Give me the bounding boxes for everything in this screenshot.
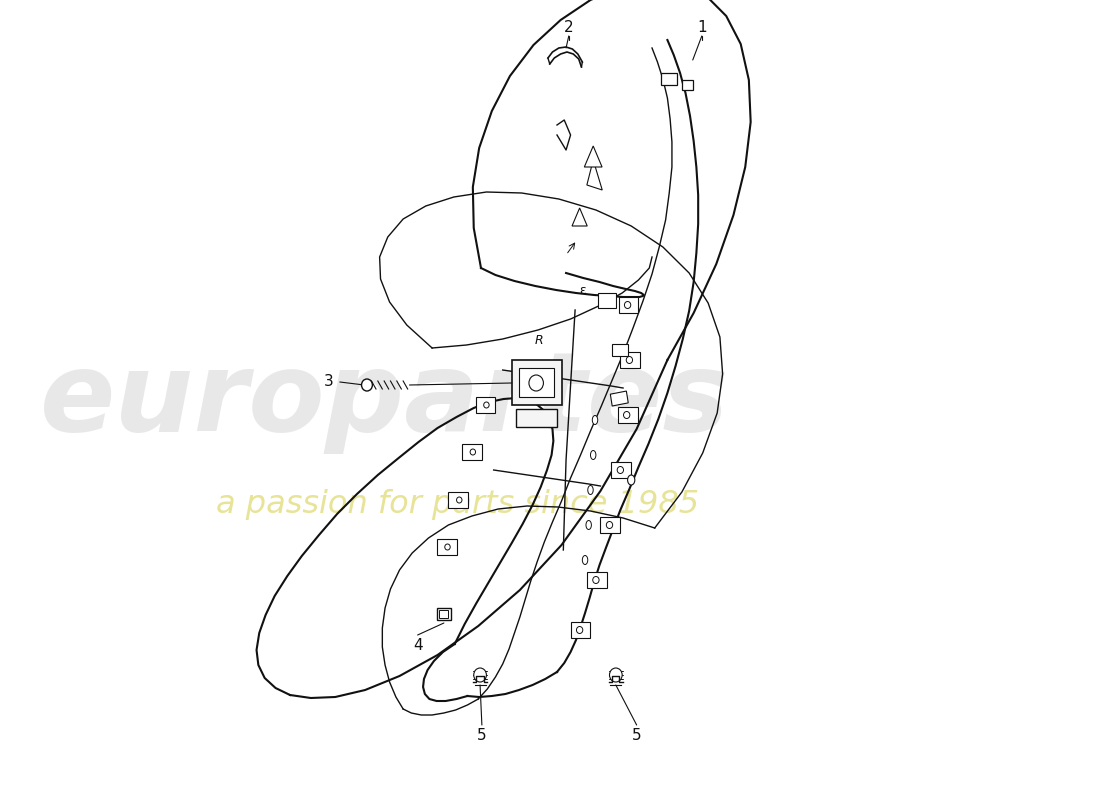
FancyBboxPatch shape	[462, 444, 482, 460]
Text: 5: 5	[477, 727, 486, 742]
Circle shape	[362, 379, 373, 391]
Polygon shape	[572, 208, 587, 226]
Text: ε: ε	[579, 283, 585, 297]
FancyBboxPatch shape	[618, 297, 638, 313]
FancyBboxPatch shape	[612, 462, 631, 478]
FancyBboxPatch shape	[620, 352, 640, 368]
Circle shape	[470, 449, 475, 455]
Circle shape	[625, 302, 630, 309]
Circle shape	[593, 577, 600, 583]
FancyBboxPatch shape	[449, 492, 469, 508]
Ellipse shape	[587, 486, 593, 494]
Circle shape	[456, 497, 462, 503]
Text: europartes: europartes	[41, 346, 729, 454]
FancyBboxPatch shape	[437, 539, 456, 555]
Circle shape	[576, 626, 583, 634]
Circle shape	[529, 375, 543, 391]
Bar	[597, 293, 616, 307]
Bar	[610, 391, 628, 406]
Text: 2: 2	[564, 21, 573, 35]
FancyBboxPatch shape	[512, 360, 561, 405]
FancyBboxPatch shape	[437, 608, 451, 620]
Circle shape	[617, 466, 624, 474]
Bar	[613, 344, 628, 356]
Text: R: R	[535, 334, 543, 346]
Ellipse shape	[628, 475, 635, 485]
Ellipse shape	[592, 415, 597, 425]
Ellipse shape	[582, 555, 587, 565]
Circle shape	[626, 357, 632, 363]
Text: 3: 3	[324, 374, 333, 390]
FancyBboxPatch shape	[617, 407, 638, 423]
Polygon shape	[584, 146, 602, 167]
Text: 5: 5	[631, 727, 641, 742]
FancyBboxPatch shape	[475, 397, 495, 413]
Circle shape	[484, 402, 490, 408]
FancyBboxPatch shape	[439, 610, 449, 618]
Circle shape	[624, 411, 630, 418]
Text: 1: 1	[697, 21, 706, 35]
Polygon shape	[587, 160, 603, 190]
Circle shape	[606, 522, 613, 529]
Ellipse shape	[591, 450, 596, 459]
Text: a passion for parts since 1985: a passion for parts since 1985	[216, 490, 698, 521]
Ellipse shape	[586, 521, 592, 530]
Circle shape	[444, 544, 450, 550]
Circle shape	[474, 668, 486, 682]
FancyBboxPatch shape	[682, 80, 693, 90]
FancyBboxPatch shape	[516, 409, 557, 427]
FancyBboxPatch shape	[519, 368, 554, 397]
Text: 4: 4	[412, 638, 422, 653]
FancyBboxPatch shape	[571, 622, 591, 638]
FancyBboxPatch shape	[587, 572, 607, 588]
FancyBboxPatch shape	[661, 73, 678, 85]
Circle shape	[609, 668, 623, 682]
FancyBboxPatch shape	[601, 517, 620, 533]
